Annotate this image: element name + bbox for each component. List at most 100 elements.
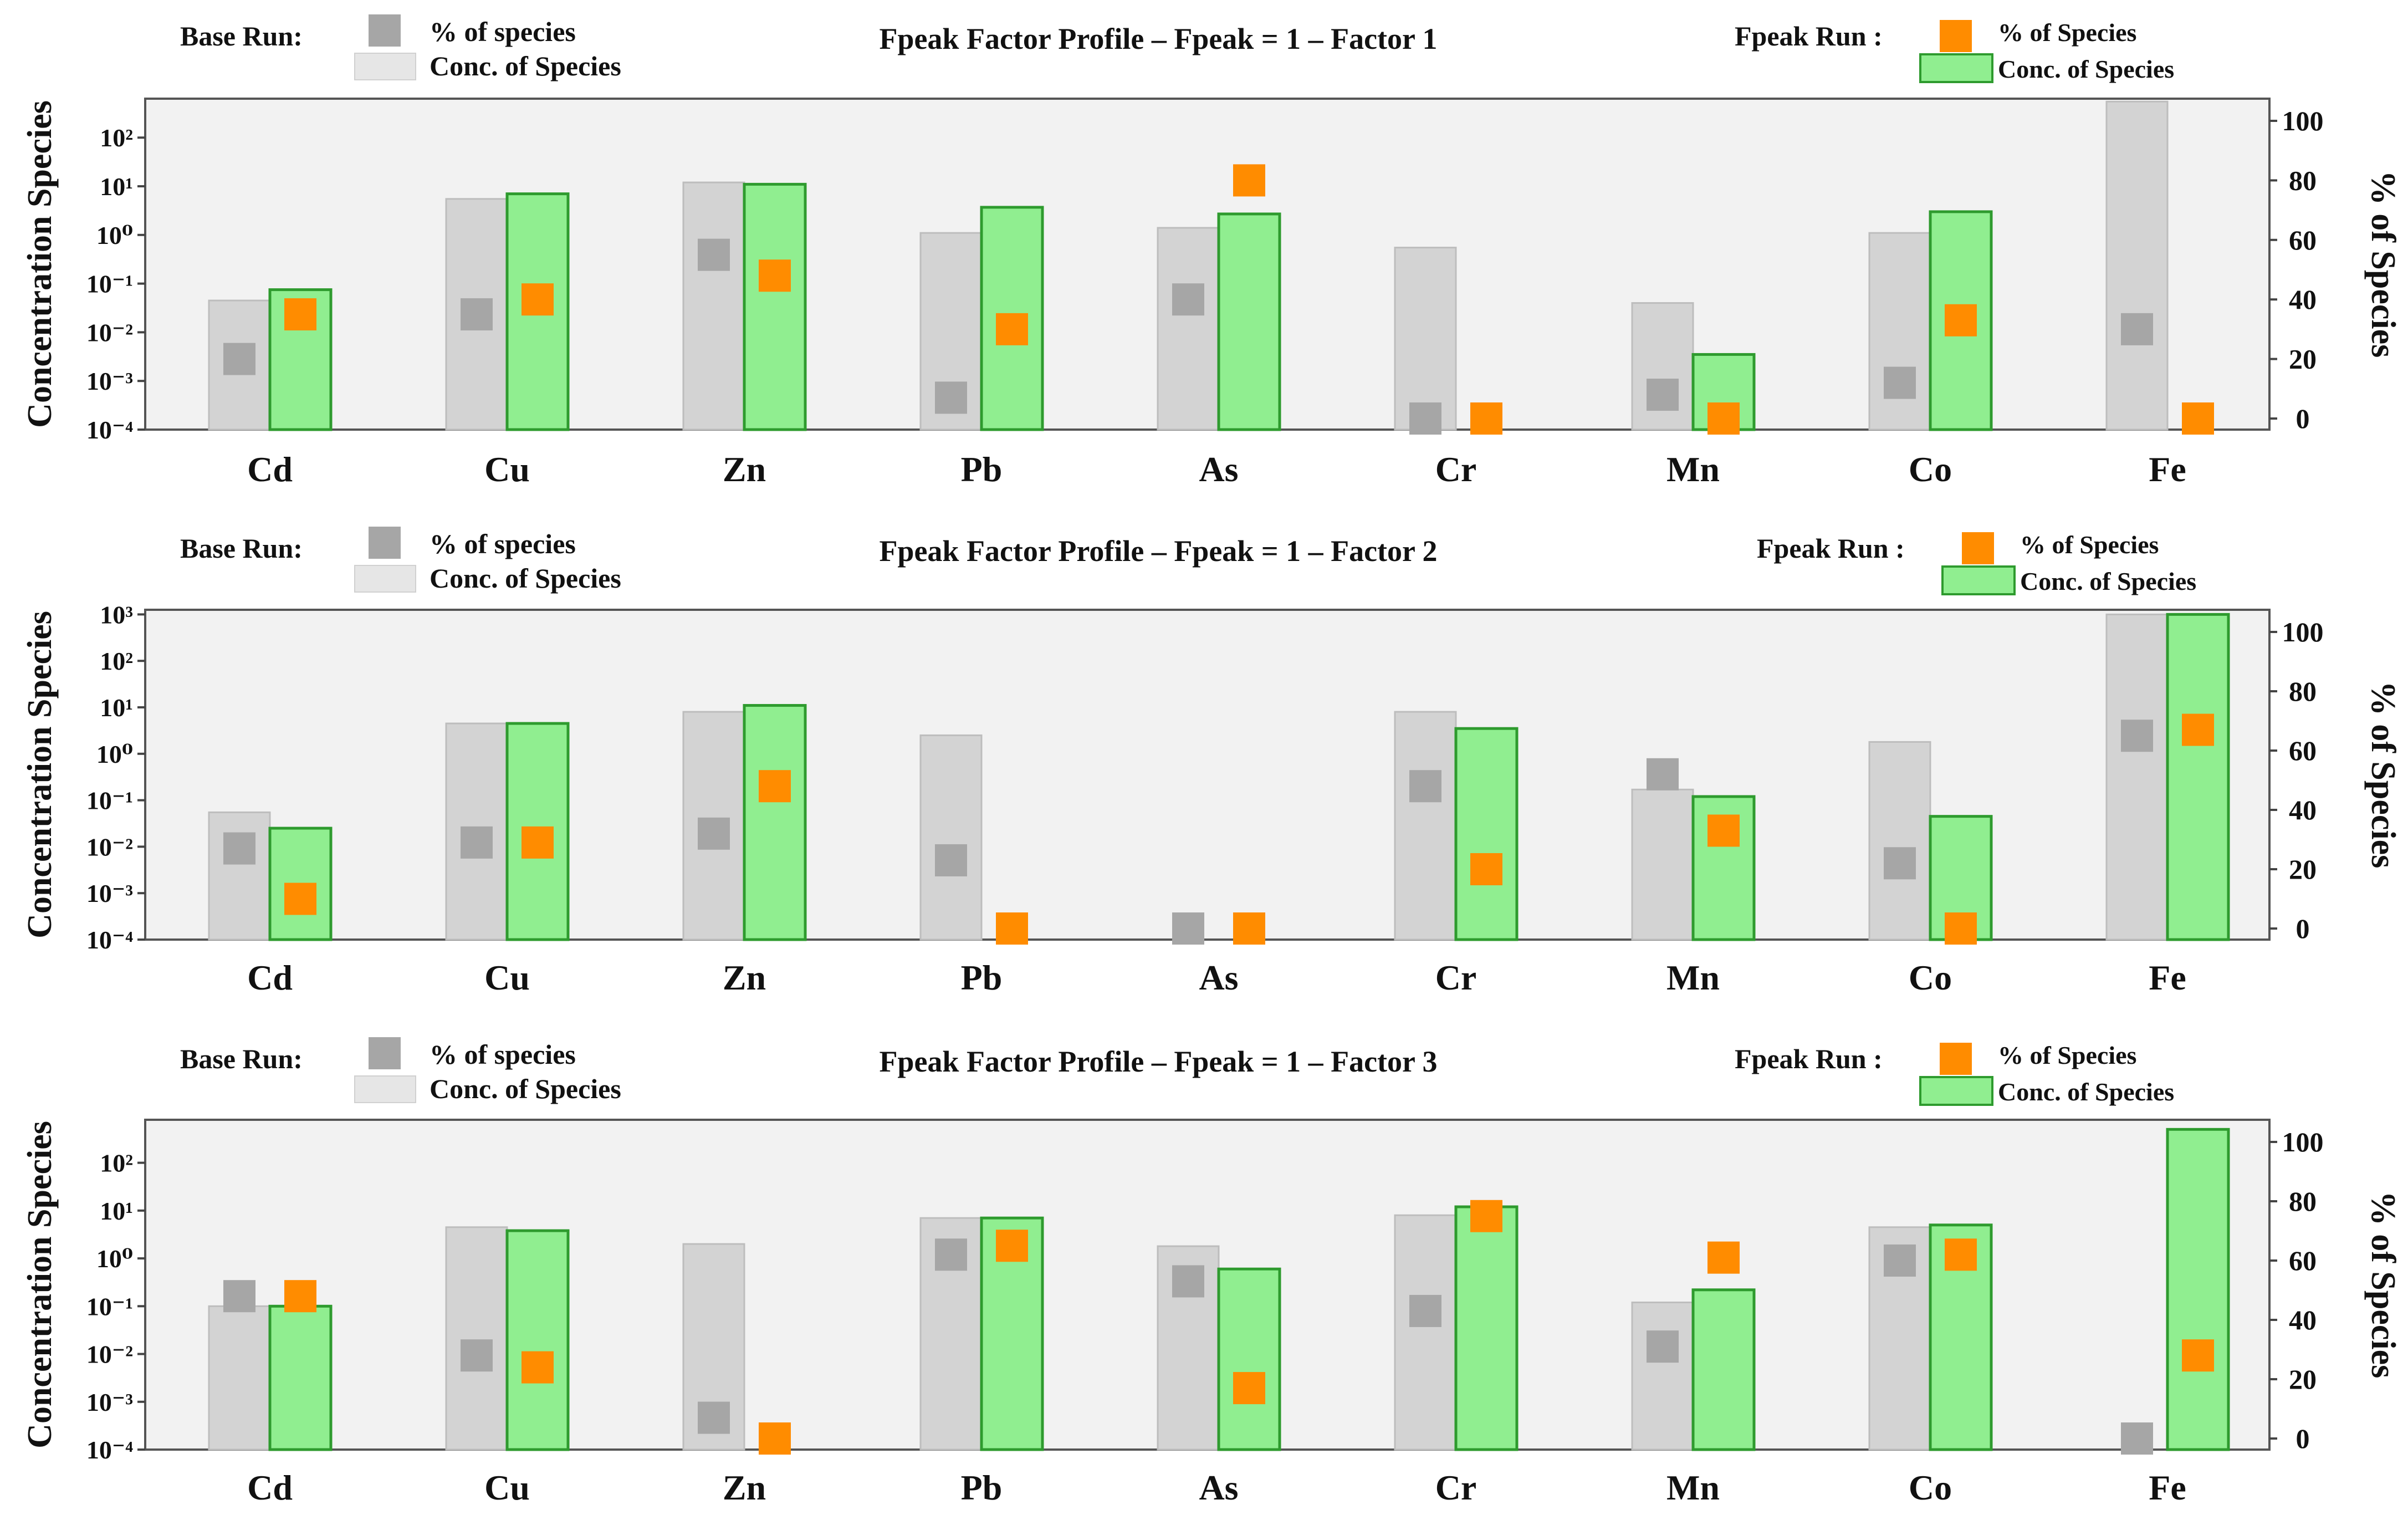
- y-tick-label: 10⁻¹: [86, 270, 133, 298]
- fpeak-pct-marker-pb: [996, 1230, 1028, 1262]
- category-label-cu: Cu: [484, 450, 530, 489]
- base-conc-bar-mn: [1631, 1301, 1694, 1451]
- fpeak-pct-marker-fe: [2182, 402, 2214, 435]
- fpeak-conc-bar-cd: [268, 1304, 333, 1451]
- y2-tick-label: 80: [2289, 165, 2317, 196]
- fpeak-pct-marker-fe: [2182, 1339, 2214, 1372]
- category-label-zn: Zn: [723, 1468, 766, 1507]
- legend-fpeak-pct-swatch: [1962, 532, 1994, 564]
- category-label-fe: Fe: [2149, 1468, 2186, 1507]
- fpeak-pct-marker-cu: [522, 1351, 554, 1384]
- y-axis-label: Concentration Species: [21, 1121, 59, 1448]
- category-label-co: Co: [1909, 958, 1952, 997]
- y2-tick-label: 40: [2289, 794, 2317, 825]
- category-label-cr: Cr: [1435, 1468, 1477, 1507]
- y-tick-label: 10⁻³: [86, 367, 133, 395]
- fpeak-conc-bar-cr: [1454, 1205, 1519, 1451]
- category-label-cu: Cu: [484, 1468, 530, 1507]
- base-conc-bar-fe: [2105, 613, 2169, 941]
- y2-tick-label: 20: [2289, 344, 2317, 375]
- category-label-cr: Cr: [1435, 958, 1477, 997]
- fpeak-pct-marker-co: [1945, 912, 1977, 945]
- category-label-zn: Zn: [723, 958, 766, 997]
- y-tick-label: 10²: [100, 1149, 133, 1177]
- legend-base-pct-text: % of species: [430, 16, 576, 47]
- base-pct-marker-pb: [935, 381, 967, 414]
- fpeak-conc-bar-as: [1217, 1267, 1281, 1451]
- category-label-mn: Mn: [1666, 958, 1720, 997]
- y2-tick-label: 100: [2282, 1126, 2324, 1157]
- fpeak-pct-marker-fe: [2182, 713, 2214, 746]
- legend-fpeak-conc-swatch: [1919, 1076, 1993, 1106]
- fpeak-conc-bar-zn: [743, 182, 807, 431]
- y-tick-label: 10¹: [100, 1197, 133, 1225]
- legend-base-label: Base Run:: [180, 1043, 303, 1074]
- fpeak-pct-marker-cd: [284, 298, 316, 331]
- legend-base-conc-swatch: [354, 565, 416, 593]
- legend-base-pct-swatch: [369, 1037, 401, 1069]
- category-label-mn: Mn: [1666, 1468, 1720, 1507]
- fpeak-pct-marker-as: [1233, 164, 1265, 197]
- fpeak-pct-marker-zn: [759, 770, 791, 803]
- legend-base-pct-text: % of species: [430, 1039, 576, 1070]
- fpeak-conc-bar-fe: [2166, 1128, 2230, 1451]
- chart-panel-2: 10⁻⁴ 10⁻³ 10⁻² 10⁻¹ 10⁰ 10¹ 10² 10³ 0 20 40 60 80 100…: [21, 527, 2402, 997]
- category-label-cr: Cr: [1435, 450, 1477, 489]
- y-tick-label: 10⁻³: [86, 1388, 133, 1416]
- category-label-fe: Fe: [2149, 450, 2186, 489]
- legend-base-conc-text: Conc. of Species: [430, 50, 621, 81]
- base-conc-bar-cu: [445, 1226, 508, 1451]
- category-label-mn: Mn: [1666, 450, 1720, 489]
- fpeak-pct-marker-pb: [996, 912, 1028, 945]
- category-label-fe: Fe: [2149, 958, 2186, 997]
- y2-tick-label: 80: [2289, 676, 2317, 707]
- y2-axis-label: % of Species: [2364, 681, 2402, 869]
- category-label-pb: Pb: [961, 958, 1003, 997]
- base-pct-marker-mn: [1647, 1330, 1679, 1363]
- legend-fpeak-conc-text: Conc. of Species: [1998, 1078, 2174, 1106]
- y2-tick-label: 80: [2289, 1186, 2317, 1217]
- legend-fpeak-conc-text: Conc. of Species: [2020, 567, 2196, 595]
- base-pct-marker-cu: [461, 298, 493, 331]
- legend-fpeak-pct-text: % of Species: [1998, 1041, 2136, 1069]
- legend-base-label: Base Run:: [180, 21, 303, 52]
- base-pct-marker-fe: [2121, 720, 2153, 752]
- y-tick-label: 10³: [100, 600, 133, 629]
- base-conc-bar-zn: [682, 181, 745, 431]
- y2-tick-label: 0: [2296, 913, 2310, 944]
- base-pct-marker-pb: [935, 1238, 967, 1271]
- base-conc-bar-fe: [2105, 100, 2169, 431]
- fpeak-pct-marker-mn: [1707, 1241, 1740, 1274]
- base-pct-marker-as: [1172, 1265, 1204, 1298]
- y-tick-label: 10⁻⁴: [86, 416, 133, 444]
- chart-panel-1: 10⁻⁴ 10⁻³ 10⁻² 10⁻¹ 10⁰ 10¹ 10² 0 20 40 60 80 100 Con…: [21, 14, 2402, 489]
- fpeak-pct-marker-cr: [1470, 402, 1502, 435]
- fpeak-pct-marker-zn: [759, 259, 791, 292]
- y-tick-label: 10⁰: [96, 1244, 133, 1273]
- base-pct-marker-cd: [223, 343, 255, 375]
- chart-title: Fpeak Factor Profile – Fpeak = 1 – Facto…: [879, 534, 1437, 568]
- y-tick-label: 10⁻³: [86, 879, 133, 907]
- base-pct-marker-mn: [1647, 379, 1679, 411]
- base-conc-bar-cr: [1394, 1214, 1457, 1451]
- base-conc-bar-co: [1868, 741, 1931, 941]
- category-label-as: As: [1199, 1468, 1238, 1507]
- y2-axis-label: % of Species: [2364, 171, 2402, 358]
- fpeak-conc-bar-cu: [505, 192, 570, 431]
- legend-fpeak-pct-swatch: [1940, 20, 1972, 52]
- y2-tick-label: 60: [2289, 1245, 2317, 1276]
- fpeak-pct-marker-mn: [1707, 402, 1740, 435]
- y2-tick-label: 20: [2289, 854, 2317, 885]
- base-pct-marker-mn: [1647, 758, 1679, 790]
- fpeak-pct-marker-cu: [522, 283, 554, 316]
- y-axis-label: Concentration Species: [21, 611, 59, 938]
- y2-tick-label: 40: [2289, 284, 2317, 315]
- fpeak-pct-marker-mn: [1707, 814, 1740, 847]
- legend-fpeak-conc-swatch: [1919, 53, 1993, 83]
- y2-tick-label: 60: [2289, 225, 2317, 256]
- y-tick-label: 10⁻²: [86, 1340, 133, 1369]
- category-label-pb: Pb: [961, 450, 1003, 489]
- fpeak-conc-bar-mn: [1691, 1288, 1756, 1451]
- fpeak-pct-marker-cr: [1470, 853, 1502, 885]
